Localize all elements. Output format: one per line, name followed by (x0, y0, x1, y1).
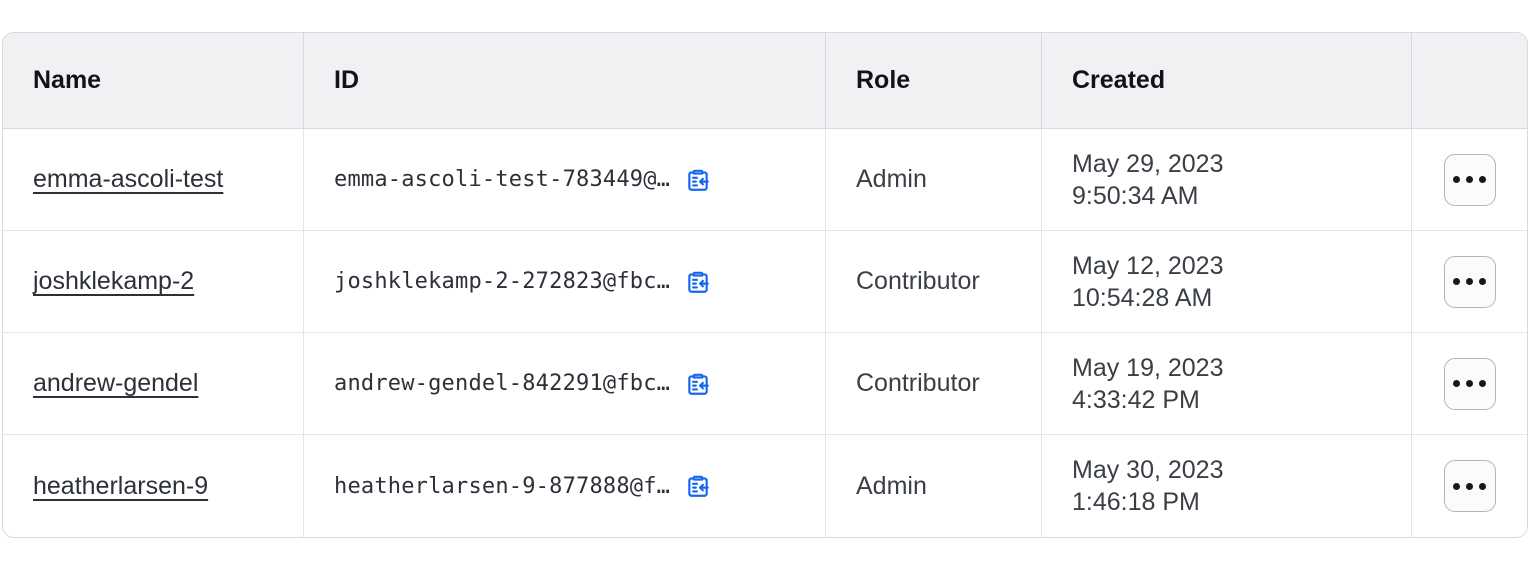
created-date: May 12, 2023 (1072, 251, 1224, 280)
ellipsis-dot (1479, 482, 1486, 490)
created-time: 4:33:42 PM (1072, 385, 1200, 414)
ellipsis-dot (1466, 482, 1473, 490)
role-text: Contributor (856, 267, 980, 295)
cell-name: emma-ascoli-test (3, 129, 304, 231)
account-id-text: joshklekamp-2-272823@fbc… (334, 269, 671, 294)
column-header-actions (1412, 33, 1527, 129)
row-actions-menu-button[interactable] (1443, 460, 1496, 512)
id-cell-content: joshklekamp-2-272823@fbc… (334, 268, 825, 296)
role-text: Contributor (856, 369, 980, 397)
copy-to-clipboard-icon[interactable] (684, 166, 712, 194)
table-row: heatherlarsen-9 heatherlarsen-9-877888@f… (3, 435, 1527, 537)
ellipsis-dot (1479, 380, 1486, 387)
copy-to-clipboard-icon[interactable] (684, 370, 712, 398)
cell-created: May 29, 2023 9:50:34 AM (1042, 129, 1412, 231)
cell-role: Contributor (826, 231, 1042, 333)
table-row: joshklekamp-2 joshklekamp-2-272823@fbc… (3, 231, 1527, 333)
cell-name: joshklekamp-2 (3, 231, 304, 333)
cell-role: Contributor (826, 333, 1042, 435)
row-actions-menu-button[interactable] (1443, 357, 1496, 410)
row-actions-menu-button[interactable] (1443, 255, 1496, 308)
account-id-text: andrew-gendel-842291@fbc… (334, 371, 671, 396)
id-cell-content: andrew-gendel-842291@fbc… (334, 370, 825, 398)
role-text: Admin (856, 165, 927, 193)
ellipsis-dot (1479, 278, 1486, 285)
created-time: 10:54:28 AM (1072, 283, 1213, 312)
cell-id: andrew-gendel-842291@fbc… (304, 333, 826, 435)
column-header-id[interactable]: ID (304, 33, 826, 129)
created-time: 9:50:34 AM (1072, 181, 1199, 210)
id-cell-content: emma-ascoli-test-783449@… (334, 166, 825, 194)
cell-created: May 12, 2023 10:54:28 AM (1042, 231, 1412, 333)
cell-role: Admin (826, 129, 1042, 231)
ellipsis-dot (1453, 380, 1460, 387)
created-timestamp: May 12, 2023 10:54:28 AM (1072, 250, 1411, 314)
created-time: 1:46:18 PM (1072, 488, 1200, 516)
ellipsis-dot (1466, 176, 1473, 183)
service-accounts-table: Name ID Role Created emma-ascoli-test em… (2, 32, 1528, 538)
table-row: andrew-gendel andrew-gendel-842291@fbc… (3, 333, 1527, 435)
ellipsis-dot (1453, 482, 1460, 490)
actions-cell-content (1412, 333, 1527, 434)
table-header: Name ID Role Created (3, 33, 1527, 129)
cell-actions (1412, 129, 1527, 231)
account-name-link[interactable]: joshklekamp-2 (33, 267, 195, 295)
cell-actions (1412, 333, 1527, 435)
actions-cell-content (1412, 129, 1527, 230)
cell-id: emma-ascoli-test-783449@… (304, 129, 826, 231)
account-name-link[interactable]: heatherlarsen-9 (33, 471, 209, 500)
account-name-link[interactable]: emma-ascoli-test (33, 165, 224, 193)
cell-id: heatherlarsen-9-877888@f… (304, 435, 826, 537)
ellipsis-dot (1466, 380, 1473, 387)
cell-created: May 19, 2023 4:33:42 PM (1042, 333, 1412, 435)
cell-role: Admin (826, 435, 1042, 537)
column-header-role[interactable]: Role (826, 33, 1042, 129)
cell-name: heatherlarsen-9 (3, 435, 304, 537)
account-name-link[interactable]: andrew-gendel (33, 369, 199, 397)
ellipsis-dot (1453, 278, 1460, 285)
cell-actions (1412, 435, 1527, 537)
column-header-name[interactable]: Name (3, 33, 304, 129)
cell-created: May 30, 2023 1:46:18 PM (1042, 435, 1412, 537)
cell-name: andrew-gendel (3, 333, 304, 435)
cell-id: joshklekamp-2-272823@fbc… (304, 231, 826, 333)
cell-actions (1412, 231, 1527, 333)
role-text: Admin (856, 471, 927, 500)
account-id-text: heatherlarsen-9-877888@f… (334, 473, 671, 499)
table-body: emma-ascoli-test emma-ascoli-test-783449… (3, 129, 1527, 537)
created-timestamp: May 19, 2023 4:33:42 PM (1072, 352, 1411, 416)
ellipsis-dot (1453, 176, 1460, 183)
service-accounts-table-container: Name ID Role Created emma-ascoli-test em… (2, 32, 1528, 544)
actions-cell-content (1412, 231, 1527, 332)
column-header-created[interactable]: Created (1042, 33, 1412, 129)
actions-cell-content (1412, 435, 1527, 537)
table-header-row: Name ID Role Created (3, 33, 1527, 129)
copy-to-clipboard-icon[interactable] (684, 472, 712, 500)
row-actions-menu-button[interactable] (1443, 153, 1496, 206)
ellipsis-dot (1479, 176, 1486, 183)
copy-to-clipboard-icon[interactable] (684, 268, 712, 296)
created-date: May 30, 2023 (1072, 456, 1224, 484)
created-timestamp: May 30, 2023 1:46:18 PM (1072, 454, 1411, 518)
created-timestamp: May 29, 2023 9:50:34 AM (1072, 148, 1411, 212)
account-id-text: emma-ascoli-test-783449@… (334, 167, 671, 192)
ellipsis-dot (1466, 278, 1473, 285)
created-date: May 29, 2023 (1072, 149, 1224, 178)
table-row: emma-ascoli-test emma-ascoli-test-783449… (3, 129, 1527, 231)
created-date: May 19, 2023 (1072, 353, 1224, 382)
id-cell-content: heatherlarsen-9-877888@f… (334, 472, 825, 500)
